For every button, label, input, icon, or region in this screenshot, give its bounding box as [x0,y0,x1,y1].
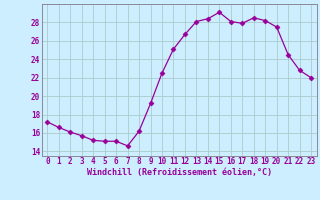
X-axis label: Windchill (Refroidissement éolien,°C): Windchill (Refroidissement éolien,°C) [87,168,272,177]
